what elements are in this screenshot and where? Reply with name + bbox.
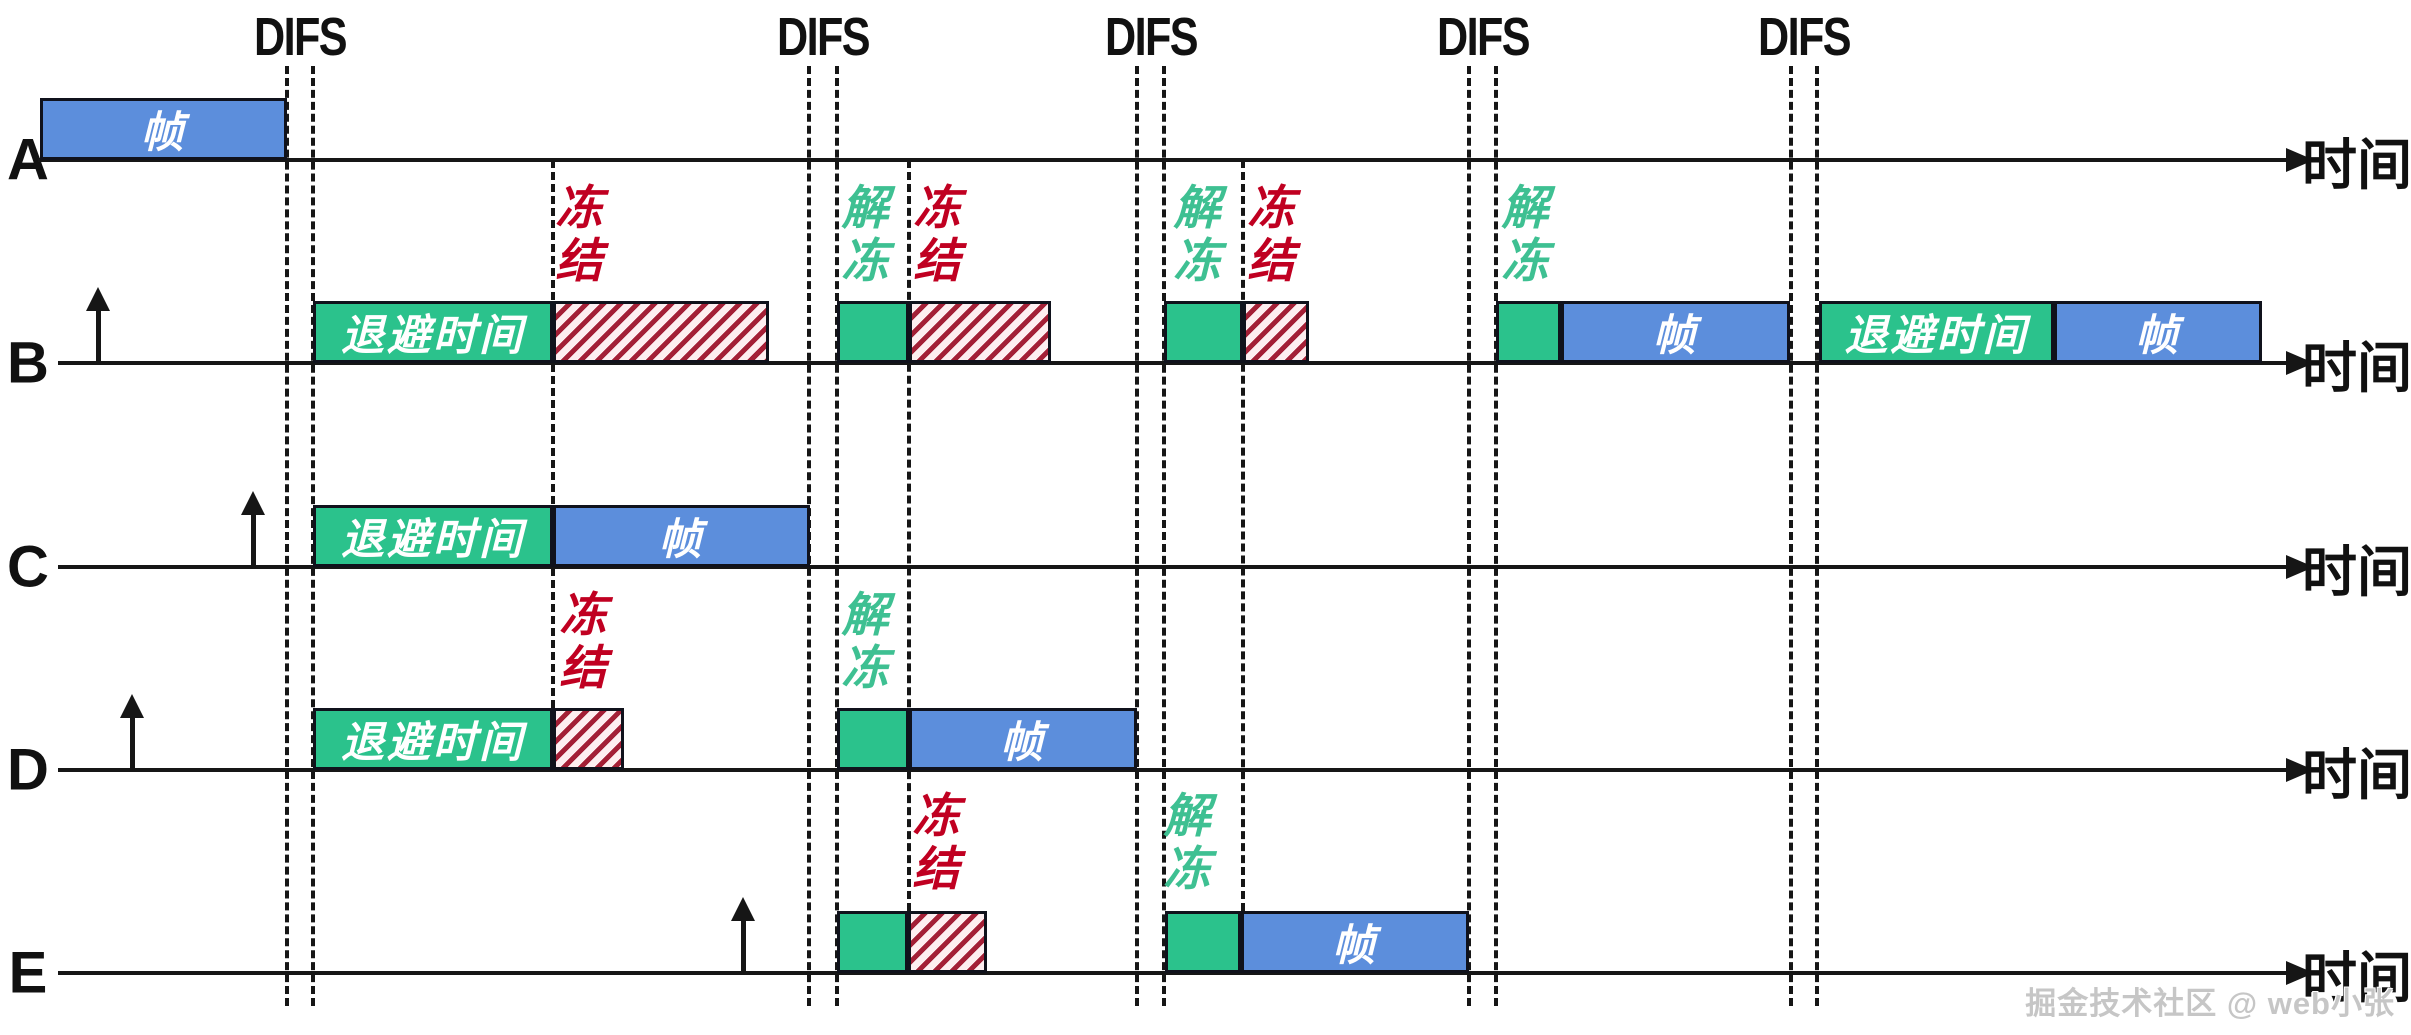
difs-label: DIFS (253, 7, 348, 67)
time-axis-label: 时间 (2302, 134, 2411, 196)
difs-dashed-line (1135, 66, 1139, 1006)
frozen-backoff-box (1243, 301, 1309, 363)
arrow-shaft (130, 714, 135, 770)
arrow-shaft (741, 917, 746, 973)
freeze-dashed-line (551, 160, 555, 708)
backoff-box (837, 911, 908, 973)
time-axis-label: 时间 (2302, 744, 2411, 806)
watermark: 掘金技术社区 @ web小张 (2025, 986, 2395, 1021)
box-label: 退避时间 (341, 516, 525, 564)
backoff-box (1496, 301, 1561, 363)
freeze-annotation: 冻 结 (559, 588, 607, 695)
difs-label: DIFS (1436, 7, 1530, 67)
unfreeze-annotation: 解 冻 (1501, 181, 1549, 288)
frame-box: 帧 (1561, 301, 1790, 363)
freeze-dashed-line (1241, 160, 1245, 911)
timeline-arrowhead-icon (2286, 758, 2314, 782)
unfreeze-annotation: 解 冻 (1173, 181, 1221, 288)
frozen-backoff-box (553, 708, 624, 770)
timeline-arrowhead-icon (2286, 555, 2314, 579)
backoff-box (837, 708, 909, 770)
unfreeze-annotation: 解 冻 (841, 181, 889, 288)
unfreeze-annotation: 解 冻 (841, 588, 889, 695)
frozen-backoff-box (553, 301, 769, 363)
timeline-axis (58, 565, 2286, 569)
frame-arrival-arrow-icon (731, 897, 755, 973)
frame-box: 帧 (1241, 911, 1469, 973)
time-axis-label: 时间 (2302, 947, 2411, 1009)
frame-arrival-arrow-icon (120, 694, 144, 770)
difs-label: DIFS (1757, 7, 1852, 67)
timeline-arrowhead-icon (2286, 961, 2314, 985)
frame-arrival-arrow-icon (241, 491, 265, 567)
frame-box: 帧 (909, 708, 1137, 770)
arrow-shaft (96, 307, 101, 363)
difs-dashed-line (835, 66, 839, 1006)
difs-dashed-line (1467, 66, 1471, 1006)
difs-label: DIFS (1104, 7, 1198, 67)
backoff-box: 退避时间 (313, 708, 553, 770)
station-label: C (7, 534, 49, 600)
frame-box: 帧 (2054, 301, 2262, 363)
frame-box: 帧 (40, 98, 287, 160)
box-label: 退避时间 (1844, 312, 2029, 360)
box-label: 退避时间 (341, 719, 525, 767)
frame-arrival-arrow-icon (86, 287, 110, 363)
box-label: 帧 (658, 516, 705, 564)
arrow-shaft (251, 511, 256, 567)
backoff-box: 退避时间 (313, 301, 553, 363)
difs-dashed-line (1789, 66, 1793, 1006)
difs-dashed-line (1815, 66, 1819, 1006)
frozen-backoff-box (909, 301, 1051, 363)
station-label: E (8, 940, 48, 1006)
difs-dashed-line (1494, 66, 1498, 1006)
time-axis-label: 时间 (2302, 541, 2411, 603)
timeline-arrowhead-icon (2286, 148, 2314, 172)
timeline-arrowhead-icon (2286, 351, 2314, 375)
timeline-axis (38, 158, 2286, 162)
time-axis-label: 时间 (2302, 337, 2411, 399)
frame-box: 帧 (553, 505, 810, 567)
difs-dashed-line (285, 66, 289, 1006)
freeze-annotation: 冻 结 (913, 181, 961, 288)
freeze-annotation: 冻 结 (555, 181, 603, 288)
difs-dashed-line (1162, 66, 1166, 1006)
station-label: B (7, 330, 49, 396)
box-label: 退避时间 (341, 312, 525, 360)
box-label: 帧 (140, 109, 187, 157)
backoff-box (1164, 301, 1243, 363)
difs-label: DIFS (776, 7, 871, 67)
box-label: 帧 (1652, 312, 1699, 360)
box-label: 帧 (1000, 719, 1046, 767)
frozen-backoff-box (908, 911, 987, 973)
timeline-axis (58, 361, 2286, 365)
backoff-box (837, 301, 909, 363)
freeze-annotation: 冻 结 (1247, 181, 1295, 288)
timeline-axis (58, 768, 2286, 772)
box-label: 帧 (2135, 312, 2181, 360)
unfreeze-annotation: 解 冻 (1163, 789, 1211, 896)
backoff-box (1165, 911, 1241, 973)
backoff-box: 退避时间 (1819, 301, 2054, 363)
freeze-dashed-line (907, 160, 911, 911)
station-label: D (7, 737, 49, 803)
backoff-box: 退避时间 (313, 505, 553, 567)
box-label: 帧 (1332, 922, 1378, 970)
timeline-axis (58, 971, 2286, 975)
freeze-annotation: 冻 结 (912, 789, 960, 896)
